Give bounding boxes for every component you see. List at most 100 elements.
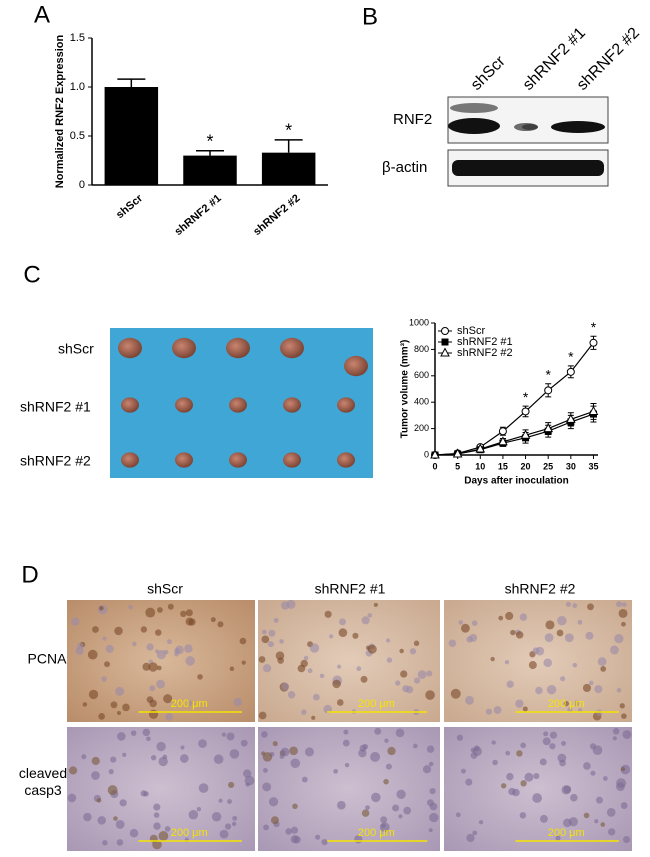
- cell: [361, 809, 370, 817]
- cell: [455, 812, 461, 818]
- cell: [555, 835, 561, 841]
- cell: [140, 790, 147, 797]
- tumor: [118, 337, 142, 359]
- cell: [343, 729, 349, 735]
- cell: [600, 822, 606, 827]
- cell: [609, 645, 619, 655]
- cell: [289, 746, 298, 756]
- cell: [157, 607, 163, 613]
- marker: [498, 427, 507, 436]
- cell: [116, 839, 124, 846]
- cell: [158, 831, 169, 841]
- cell: [621, 713, 627, 719]
- cell: [319, 673, 325, 679]
- cell: [471, 620, 478, 626]
- cell: [361, 616, 370, 625]
- y-tick-label: 0.5: [70, 130, 85, 142]
- blot-bands: [448, 103, 605, 176]
- error-bar: [274, 139, 303, 153]
- cell: [594, 685, 603, 694]
- cell: [381, 823, 386, 829]
- cell: [515, 699, 524, 708]
- cell: [149, 699, 157, 708]
- bar: [183, 155, 237, 185]
- cell: [356, 666, 362, 672]
- ihc-row-label: cleaved casp3: [18, 765, 68, 798]
- ihc-row-label: PCNA: [28, 651, 68, 667]
- cell: [485, 708, 492, 715]
- tumor: [280, 337, 304, 359]
- cell: [399, 648, 404, 654]
- cell: [219, 829, 229, 839]
- cell: [426, 670, 433, 677]
- cell: [87, 649, 98, 660]
- cell: [110, 701, 118, 709]
- cell: [588, 680, 594, 686]
- cell: [618, 608, 628, 618]
- cell: [303, 655, 309, 661]
- cell: [148, 709, 159, 719]
- cell: [76, 642, 84, 650]
- x-tick-label: 30: [566, 461, 576, 471]
- cell: [290, 826, 299, 834]
- cell: [105, 644, 114, 653]
- cell: [130, 730, 137, 736]
- cell: [158, 756, 168, 767]
- cell: [110, 756, 117, 763]
- legend-label: shRNF2 #1: [457, 336, 513, 348]
- marker: [565, 413, 576, 423]
- ihc-column-label: shScr: [147, 581, 183, 597]
- cell: [564, 633, 574, 643]
- cell: [504, 659, 510, 665]
- y-tick-label: 1.0: [70, 81, 85, 93]
- cell: [516, 750, 523, 757]
- cell: [213, 754, 224, 765]
- cell: [290, 835, 299, 844]
- cell: [163, 694, 173, 704]
- ihc-column-label: shRNF2 #1: [315, 581, 386, 597]
- cell: [175, 645, 184, 655]
- cell: [262, 782, 272, 792]
- tumor: [229, 452, 247, 468]
- marker: [440, 347, 450, 357]
- cell: [185, 617, 194, 626]
- cell: [623, 836, 631, 844]
- x-tick-label: 10: [475, 461, 485, 471]
- cell: [69, 766, 78, 775]
- panel-label: D: [21, 561, 38, 588]
- cell: [600, 666, 607, 672]
- cell: [273, 617, 279, 623]
- x-tick-label: 5: [455, 461, 460, 471]
- y-tick-label: 1000: [409, 317, 429, 327]
- significance-mark: *: [545, 366, 551, 382]
- tumor: [229, 397, 247, 413]
- cell: [229, 666, 235, 672]
- cell: [88, 689, 99, 700]
- cell: [185, 609, 193, 617]
- cell: [232, 815, 238, 821]
- cell: [458, 620, 463, 625]
- cell: [549, 731, 558, 739]
- ihc-image: [67, 600, 255, 722]
- error-bar: [196, 149, 224, 156]
- cell: [359, 744, 367, 752]
- marker: [498, 436, 508, 446]
- cell: [96, 798, 102, 803]
- x-tick-label: 15: [498, 461, 508, 471]
- cell: [545, 620, 555, 630]
- tumors: [118, 337, 368, 468]
- cell: [621, 621, 626, 627]
- cell: [268, 797, 279, 807]
- cell: [329, 634, 334, 639]
- cell: [267, 641, 274, 648]
- cell: [132, 641, 137, 647]
- marker: [441, 338, 449, 346]
- cell: [116, 711, 122, 716]
- x-tick-label: 35: [588, 461, 598, 471]
- cell: [425, 690, 435, 700]
- cell: [92, 626, 99, 633]
- cell: [285, 828, 292, 835]
- cell: [620, 802, 628, 810]
- cell: [506, 772, 514, 781]
- y-axis-label: Normalized RNF2 Expression: [54, 35, 66, 189]
